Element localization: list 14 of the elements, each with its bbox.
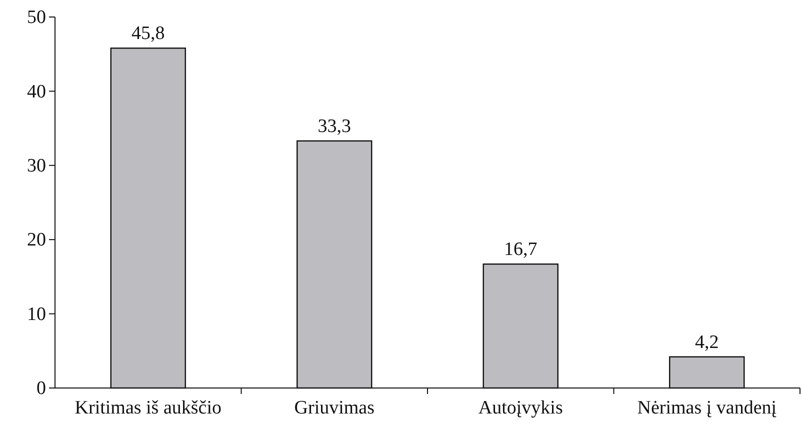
- y-tick-label: 20: [27, 230, 46, 251]
- y-tick-label: 30: [27, 155, 46, 176]
- data-label: 4,2: [695, 332, 719, 353]
- y-tick-label: 10: [27, 304, 46, 325]
- x-tick-label: Kritimas iš aukščio: [74, 397, 222, 418]
- data-label: 16,7: [504, 239, 538, 260]
- y-tick-label: 0: [36, 378, 46, 400]
- x-tick-label: Griuvimas: [294, 397, 374, 418]
- y-tick-label: 40: [27, 81, 46, 102]
- x-tick-label: Nėrimas į vandenį: [637, 397, 777, 418]
- data-label: 33,3: [318, 116, 351, 137]
- x-tick-label: Autoįvykis: [478, 397, 563, 418]
- y-tick-label: 50: [27, 7, 46, 28]
- data-label: 45,8: [132, 23, 165, 44]
